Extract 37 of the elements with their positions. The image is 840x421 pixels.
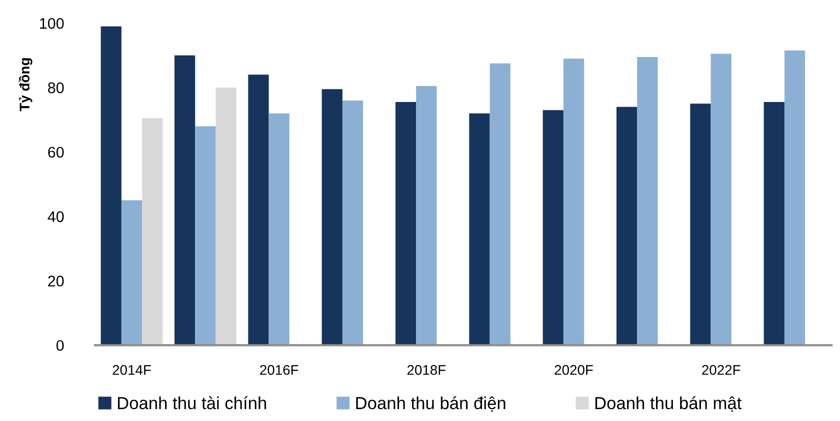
bar — [490, 63, 510, 346]
y-tick-label: 20 — [48, 276, 64, 286]
bar — [563, 58, 584, 346]
x-tick-label: 2016F — [260, 365, 298, 375]
bar — [637, 56, 658, 346]
bar — [174, 55, 196, 346]
x-tick-label: 2018F — [407, 365, 446, 375]
x-tick-label: 2014F — [112, 365, 151, 375]
bar — [784, 50, 806, 346]
bar — [764, 102, 784, 346]
x-tick-label: 2020F — [554, 365, 593, 375]
bar — [121, 200, 142, 346]
y-tick-label: 40 — [48, 211, 64, 222]
bar — [248, 74, 269, 346]
bar — [690, 104, 711, 346]
bar — [342, 100, 364, 346]
legend-label: Doanh thu bán mật — [595, 396, 742, 412]
y-tick-label: 60 — [48, 146, 64, 158]
y-tick-label: 100 — [40, 18, 64, 29]
y-tick-label: 0 — [56, 340, 64, 351]
bar — [469, 113, 490, 346]
bar — [416, 86, 437, 346]
bar — [322, 89, 342, 346]
legend-label: Doanh thu tài chính — [118, 396, 266, 410]
bar — [100, 26, 122, 346]
bar — [542, 110, 564, 346]
bar — [616, 106, 638, 346]
y-axis-title: Tỷ đồng — [18, 58, 32, 112]
y-tick-label: 80 — [48, 82, 64, 94]
bar — [195, 126, 216, 346]
legend-label: Doanh thu bán điện — [356, 396, 506, 412]
bar — [216, 88, 236, 346]
bar — [395, 102, 416, 346]
bar — [268, 113, 290, 346]
bar — [142, 118, 163, 346]
x-tick-label: 2022F — [702, 365, 740, 375]
bar — [710, 54, 732, 346]
